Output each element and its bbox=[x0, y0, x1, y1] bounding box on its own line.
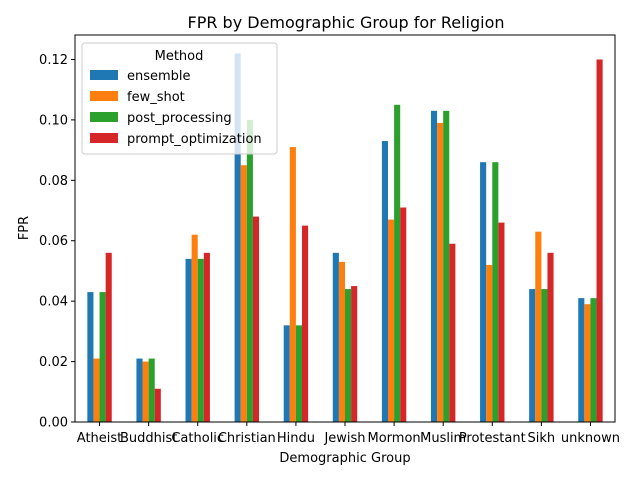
y-tick-label: 0.10 bbox=[39, 113, 68, 128]
y-tick-label: 0.12 bbox=[39, 53, 68, 68]
x-tick-label-unknown: unknown bbox=[561, 431, 620, 446]
y-tick-label: 0.08 bbox=[39, 174, 68, 189]
x-tick-label-Mormon: Mormon bbox=[368, 431, 421, 446]
bar-few_shot-Protestant bbox=[486, 264, 493, 422]
bar-prompt_optimization-Muslim bbox=[449, 243, 456, 422]
bar-post_processing-Catholic bbox=[197, 258, 204, 422]
bar-post_processing-Atheist bbox=[99, 292, 106, 422]
legend-swatch-post_processing bbox=[90, 112, 118, 122]
x-axis-title: Demographic Group bbox=[279, 451, 410, 466]
bar-prompt_optimization-Sikh bbox=[547, 252, 554, 422]
x-tick-label-Hindu: Hindu bbox=[277, 431, 315, 446]
bar-post_processing-Buddhist bbox=[148, 358, 155, 422]
legend-label-prompt_optimization: prompt_optimization bbox=[127, 132, 262, 147]
bar-ensemble-Mormon bbox=[381, 141, 388, 423]
x-tick-label-Christian: Christian bbox=[218, 431, 276, 446]
legend-label-few_shot: few_shot bbox=[127, 90, 185, 105]
bar-few_shot-Atheist bbox=[93, 358, 100, 422]
legend-swatch-ensemble bbox=[90, 70, 118, 80]
bar-prompt_optimization-Christian bbox=[252, 216, 260, 422]
bar-ensemble-Jewish bbox=[332, 252, 339, 422]
bar-ensemble-Buddhist bbox=[136, 358, 143, 422]
legend-swatch-prompt_optimization bbox=[90, 133, 118, 143]
bar-few_shot-Sikh bbox=[535, 231, 542, 422]
bar-post_processing-Jewish bbox=[345, 289, 352, 422]
legend-title: Method bbox=[155, 49, 204, 64]
bar-ensemble-Christian bbox=[234, 53, 241, 423]
bar-post_processing-Sikh bbox=[541, 289, 548, 422]
x-tick-label-Buddhist: Buddhist bbox=[120, 431, 177, 446]
bars-group bbox=[87, 53, 603, 423]
bar-prompt_optimization-unknown bbox=[596, 59, 603, 422]
bar-prompt_optimization-Mormon bbox=[400, 207, 407, 422]
bar-post_processing-Muslim bbox=[443, 110, 450, 422]
bar-prompt_optimization-Atheist bbox=[105, 252, 112, 422]
x-tick-label-Atheist: Atheist bbox=[77, 431, 122, 446]
bar-post_processing-Mormon bbox=[394, 104, 401, 422]
bar-ensemble-Atheist bbox=[87, 292, 94, 422]
bar-ensemble-Hindu bbox=[283, 325, 290, 422]
bar-few_shot-Mormon bbox=[387, 219, 395, 422]
bar-few_shot-Christian bbox=[240, 165, 247, 422]
bar-few_shot-unknown bbox=[584, 304, 591, 422]
bar-prompt_optimization-Jewish bbox=[351, 286, 358, 422]
bar-ensemble-Protestant bbox=[480, 162, 487, 422]
y-tick-label: 0.06 bbox=[39, 234, 68, 249]
bar-ensemble-Muslim bbox=[430, 110, 438, 422]
bar-prompt_optimization-Protestant bbox=[498, 222, 505, 422]
x-tick-label-Muslim: Muslim bbox=[420, 431, 466, 446]
bar-few_shot-Catholic bbox=[191, 234, 198, 422]
bar-post_processing-Christian bbox=[246, 119, 253, 422]
bar-few_shot-Jewish bbox=[338, 261, 345, 422]
bar-post_processing-Protestant bbox=[492, 162, 499, 422]
legend: Method ensemble few_shot post_processingpr… bbox=[81, 42, 278, 155]
x-tick-label-Sikh: Sikh bbox=[528, 431, 556, 446]
bar-ensemble-Sikh bbox=[529, 289, 536, 422]
x-tick-label-Catholic: Catholic bbox=[171, 431, 224, 446]
bar-few_shot-Muslim bbox=[437, 122, 444, 422]
legend-box bbox=[81, 42, 278, 155]
bar-post_processing-unknown bbox=[590, 298, 597, 422]
legend-label-ensemble: ensemble bbox=[127, 69, 191, 84]
y-tick-label: 0.00 bbox=[39, 416, 68, 431]
y-tick-label: 0.04 bbox=[39, 295, 68, 310]
legend-label-post_processing: post_processing bbox=[127, 111, 232, 126]
bar-few_shot-Hindu bbox=[289, 147, 296, 422]
bar-ensemble-unknown bbox=[578, 298, 585, 422]
x-tick-label-Jewish: Jewish bbox=[323, 431, 365, 446]
legend-swatch-few_shot bbox=[90, 91, 118, 101]
y-tick-label: 0.02 bbox=[39, 355, 68, 370]
chart-title: FPR by Demographic Group for Religion bbox=[187, 13, 504, 32]
bar-post_processing-Hindu bbox=[295, 325, 303, 422]
x-tick-label-Protestant: Protestant bbox=[459, 431, 526, 446]
bar-prompt_optimization-Hindu bbox=[302, 225, 309, 422]
bar-prompt_optimization-Buddhist bbox=[154, 388, 161, 422]
y-axis-title: FPR bbox=[17, 216, 32, 240]
bar-prompt_optimization-Catholic bbox=[203, 252, 210, 422]
bar-few_shot-Buddhist bbox=[142, 361, 149, 422]
bar-ensemble-Catholic bbox=[185, 258, 192, 422]
y-axis: 0.00 0.02 0.04 0.06 0.08 0.10 0.12 bbox=[39, 53, 75, 431]
